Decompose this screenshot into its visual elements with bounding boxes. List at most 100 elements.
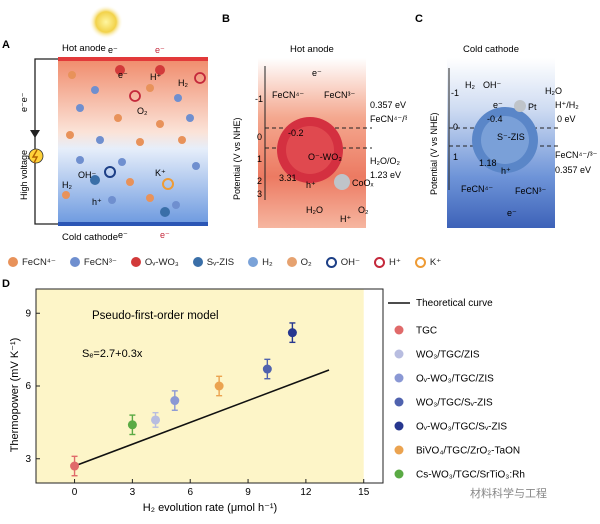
legend-item: O₂ [286,256,312,268]
y-tick-label: 3 [25,454,31,465]
legend-swatch [414,256,426,268]
tick-b-2: 2 [257,176,262,186]
legend-swatch [130,257,141,267]
oh-c: OH⁻ [483,80,502,90]
legend-series-label: WO₃/TGC/ZIS [416,350,480,361]
legend-series-label: Cs-WO₃/TGC/SrTiO₃:Rh [416,470,525,481]
legend-swatch [248,257,259,267]
vb-c: 1.18 [479,158,497,168]
x-tick-label: 6 [187,487,193,498]
tick-c-neg1: -1 [451,88,459,98]
data-point [170,396,180,406]
fecn3-c: FeCN³⁻ [515,186,546,196]
legend-marker [394,445,404,455]
legend-item: Sᵥ-ZIS [192,256,235,268]
legend-label: Sᵥ-ZIS [206,256,235,268]
v2-c: 0.357 eV [555,165,591,175]
tick-c-1: 1 [453,152,458,162]
data-point [151,415,161,425]
v1-c: 0 eV [557,114,576,124]
vb-b: 3.31 [279,173,297,183]
y-axis-label: Thermopower (mV K⁻¹) [9,338,21,453]
h2-label-cathode: H₂ [62,180,72,190]
tick-b-0: 0 [257,132,262,142]
tick-b-3: 3 [257,189,262,199]
theoretical-curve-line [74,369,330,467]
high-voltage-label: High voltage [19,150,29,200]
shaded-region [36,289,364,483]
material-c: S⁻-ZIS [497,132,525,142]
cb-b: -0.2 [288,128,304,138]
model-label: Pseudo-first-order model [92,310,219,322]
fecn-label-c: FeCN⁴⁻/³⁻ [555,150,598,160]
panel-c-title: Cold cathode [463,44,519,55]
y-tick-label: 6 [25,381,31,392]
anode-e-label: e⁻ [108,45,118,55]
legend-marker [394,349,404,359]
x-tick-label: 12 [300,487,312,498]
data-point [287,328,297,338]
panel-a-letter: A [2,39,10,51]
anode-e-red-label: e⁻ [155,45,165,55]
v2-label-b: H₂O/O₂ [370,156,400,166]
sun-icon [89,5,123,39]
x-axis-label: H₂ evolution rate (μmol h⁻¹) [143,502,277,514]
ee-label: e⁻e⁻ [19,92,29,112]
tick-b-neg1: -1 [255,94,263,104]
legend-label: H⁺ [389,256,401,268]
legend-item: Oᵥ-WO₃ [130,257,179,268]
y-tick-label: 9 [25,308,31,319]
legend-marker [394,397,404,407]
hole-c: h⁺ [501,166,511,176]
x-tick-label: 3 [130,487,136,498]
legend-item: OH⁻ [325,256,360,268]
cold-cathode-label: Cold cathode [62,232,118,243]
x-tick-label: 9 [245,487,251,498]
material-b: O⁻-WO₃ [308,152,342,162]
e-label-a: e⁻ [118,70,128,80]
coox-icon [334,174,350,190]
panel-b-title: Hot anode [290,44,334,55]
e-c: e⁻ [493,100,503,110]
legend-item: H₂ [248,257,273,268]
legend-curve-label: Theoretical curve [416,298,493,309]
legend-item: H⁺ [374,256,401,268]
legend-swatch [325,256,337,268]
hole-b: h⁺ [306,180,316,190]
external-wire [34,58,58,225]
panel-b-letter: B [222,13,230,25]
v2-b: 1.23 eV [370,170,401,180]
legend-series-label: Oᵥ-WO₃/TGC/Sᵥ-ZIS [416,422,507,433]
legend-series-label: WO₃/TGC/Sᵥ-ZIS [416,398,493,409]
legend-label: O₂ [300,256,312,268]
h2o-c: H₂O [545,86,562,96]
hole-label-a: h⁺ [92,197,102,207]
h2o-b: H₂O [306,205,323,215]
oh-label-a: OH⁻ [78,170,97,180]
ion-particles [62,65,206,217]
panel-c-letter: C [415,13,423,25]
legend-marker [394,469,404,479]
hh2-c: H⁺/H₂ [555,100,579,110]
fecn4-label-b: FeCN⁴⁻ [272,90,304,100]
legend-series-label: BiVO₄/TGC/ZrO₂-TaON [416,446,520,457]
legend-series-label: TGC [416,326,437,337]
tick-c-0: 0 [453,122,458,132]
legend-label: K⁺ [429,256,442,268]
legend-swatch [192,257,203,267]
data-point [127,420,137,430]
k-plus-label: K⁺ [155,168,166,178]
h-plus-b: H⁺ [340,214,351,224]
panel-d-letter: D [2,278,10,290]
h-plus-label: H⁺ [150,72,161,82]
voltage-bolt-icon [28,148,44,164]
o2-label-a: O₂ [137,106,148,116]
x-tick-label: 15 [358,487,370,498]
watermark: 材料科学与工程 [470,486,547,500]
legend-swatch [286,257,297,267]
legend-marker [394,373,404,383]
cb-c: -0.4 [487,114,503,124]
cathode-e-label: e⁻ [118,230,128,240]
legend-marker [394,421,404,431]
e-label-b: e⁻ [312,68,322,78]
